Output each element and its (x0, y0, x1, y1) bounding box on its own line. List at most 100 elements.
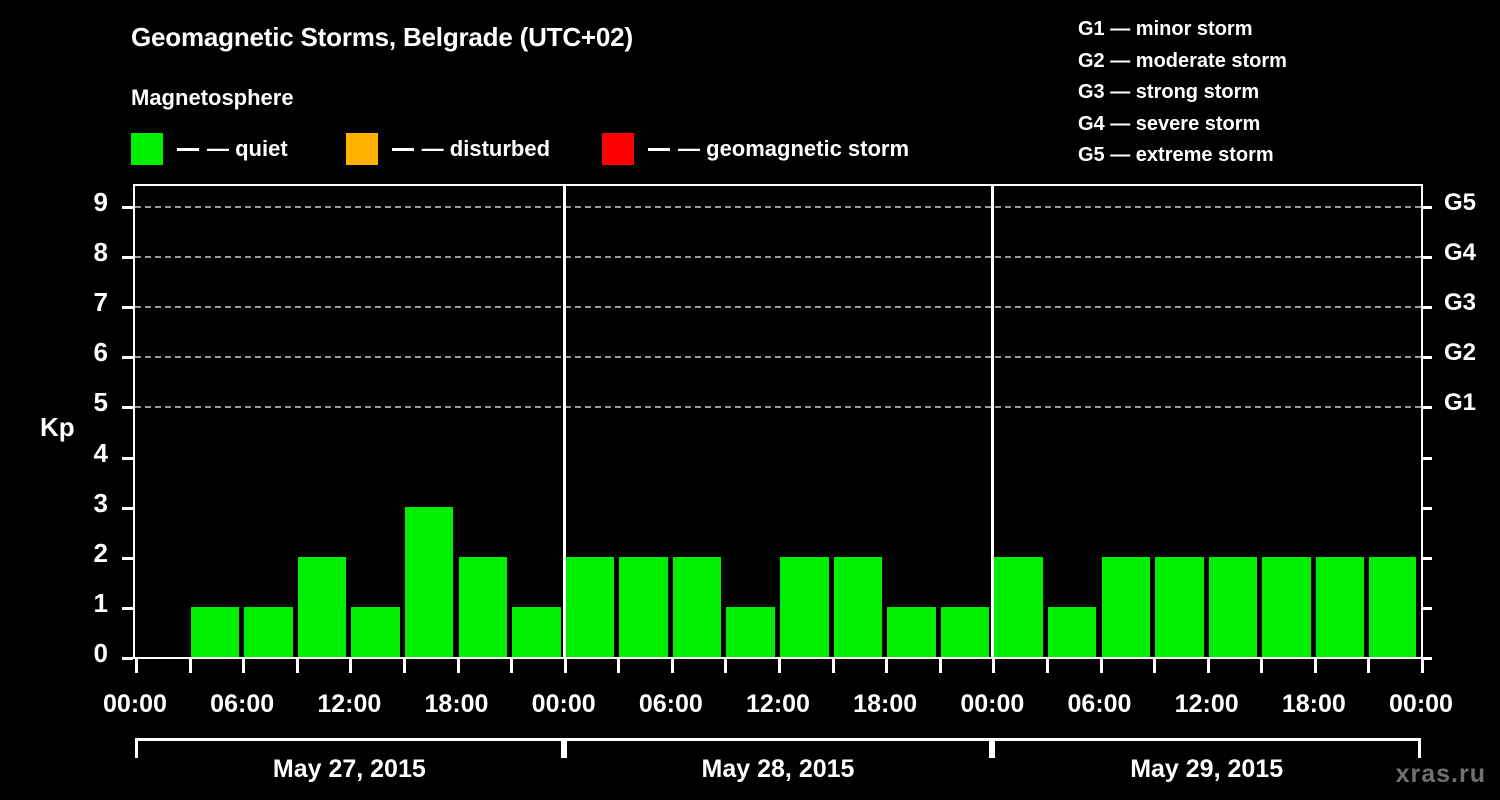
y-axis-label-4: 4 (93, 437, 108, 468)
date-bracket-2 (992, 738, 1421, 758)
x-tick-16 (992, 659, 996, 673)
x-tick-15 (938, 659, 942, 673)
y-tick-0 (122, 657, 133, 660)
x-tick-11 (724, 659, 728, 673)
bar (833, 556, 883, 657)
y-tick-6 (122, 356, 133, 360)
bar (619, 556, 668, 657)
y-axis-label-7: 7 (93, 287, 108, 318)
g-scale-line-g1: G1 — minor storm (1078, 18, 1253, 40)
x-tick-8 (563, 659, 567, 673)
legend-label-geomagnetic-storm: — geomagnetic storm (678, 136, 910, 161)
x-tick-17 (1045, 659, 1049, 673)
x-tick-9 (617, 659, 621, 673)
y-axis-label-0: 0 (93, 638, 108, 668)
g-axis-tick-8 (1421, 256, 1432, 260)
x-tick-6 (456, 659, 460, 673)
x-tick-2 (242, 659, 246, 673)
y-tick-2 (122, 556, 133, 560)
bar (672, 556, 722, 657)
legend-swatch-disturbed-icon (345, 133, 378, 165)
date-bracket-1 (563, 738, 993, 758)
date-label-2: May 29, 2015 (1130, 755, 1284, 783)
g-axis-tick-1 (1421, 606, 1432, 610)
g-axis-label-g5: G5 (1444, 189, 1477, 217)
g-axis-tick-4 (1421, 456, 1432, 460)
day-separator-2 (991, 186, 995, 657)
y-axis-label-9: 9 (93, 187, 108, 218)
magnetosphere-legend: — quiet — disturbed — geomagnetic storm (131, 133, 909, 165)
x-axis-label-7: 18:00 (853, 690, 918, 718)
x-tick-23 (1367, 659, 1371, 673)
x-tick-19 (1153, 659, 1157, 673)
g-axis-tick-2 (1421, 556, 1432, 560)
bar (1369, 556, 1416, 657)
y-tick-8 (122, 256, 133, 260)
x-axis-label-0: 00:00 (103, 690, 167, 718)
bar (297, 556, 347, 657)
g-scale-line-g3: G3 — strong storm (1078, 81, 1260, 103)
gridline-kp-8 (135, 256, 1421, 259)
x-tick-10 (670, 659, 674, 673)
x-axis-label-10: 12:00 (1174, 690, 1239, 718)
g-axis-label-g3: G3 (1444, 289, 1477, 317)
x-axis-label-4: 00:00 (531, 690, 596, 718)
x-tick-14 (885, 659, 889, 673)
bar (1047, 606, 1097, 657)
y-axis-label-1: 1 (93, 587, 108, 618)
bar (780, 556, 829, 657)
legend-dash-icon (177, 147, 199, 151)
gridline-kp-6 (135, 356, 1421, 359)
bar (404, 506, 454, 657)
bar (458, 556, 508, 657)
x-tick-4 (349, 659, 353, 673)
y-tick-7 (122, 306, 133, 310)
bar (244, 606, 293, 657)
g-axis-tick-3 (1421, 506, 1432, 510)
legend-item-geomagnetic-storm: — geomagnetic storm (602, 133, 909, 165)
legend-item-disturbed: — disturbed (345, 133, 550, 165)
x-axis-label-11: 18:00 (1281, 690, 1346, 718)
y-axis-label-3: 3 (93, 487, 108, 518)
bar (726, 606, 775, 657)
date-label-0: May 27, 2015 (272, 755, 426, 783)
g-axis-label-g2: G2 (1444, 339, 1477, 367)
x-axis-label-5: 06:00 (638, 690, 703, 718)
gridline-kp-5 (135, 406, 1421, 409)
y-axis-label-6: 6 (93, 337, 108, 368)
g-axis-tick-6 (1421, 356, 1432, 360)
y-axis-label-2: 2 (93, 537, 108, 568)
g-scale-line-g5: G5 — extreme storm (1078, 144, 1274, 166)
x-axis-label-6: 12:00 (746, 690, 810, 718)
legend-item-quiet: — quiet (131, 133, 288, 165)
bar (887, 606, 936, 657)
x-axis-label-2: 12:00 (317, 690, 382, 718)
y-tick-9 (122, 206, 133, 210)
x-tick-3 (295, 659, 299, 673)
g-scale-legend: G1 — minor storm G2 — moderate storm G3 … (1078, 14, 1287, 172)
day-separator-1 (562, 186, 566, 657)
g-axis-tick-7 (1421, 306, 1432, 310)
y-axis-title: Kp (40, 412, 75, 442)
g-axis-label-g1: G1 (1444, 389, 1477, 417)
plot-area (133, 184, 1423, 659)
y-tick-1 (122, 606, 133, 610)
date-label-1: May 28, 2015 (701, 755, 855, 783)
x-tick-24 (1421, 659, 1424, 673)
bar (1101, 556, 1151, 657)
x-tick-13 (831, 659, 835, 673)
g-axis-tick-0 (1421, 657, 1432, 660)
bar (190, 606, 240, 657)
legend-label-quiet: — quiet (207, 136, 288, 161)
bar (994, 556, 1043, 657)
y-tick-3 (122, 506, 133, 510)
legend-heading: Magnetosphere (131, 85, 294, 110)
y-tick-5 (122, 406, 133, 410)
bar (1262, 556, 1311, 657)
x-tick-20 (1206, 659, 1210, 673)
legend-dash-icon (648, 147, 671, 151)
bar (512, 606, 561, 657)
x-tick-1 (188, 659, 192, 673)
g-axis-tick-9 (1421, 206, 1432, 210)
